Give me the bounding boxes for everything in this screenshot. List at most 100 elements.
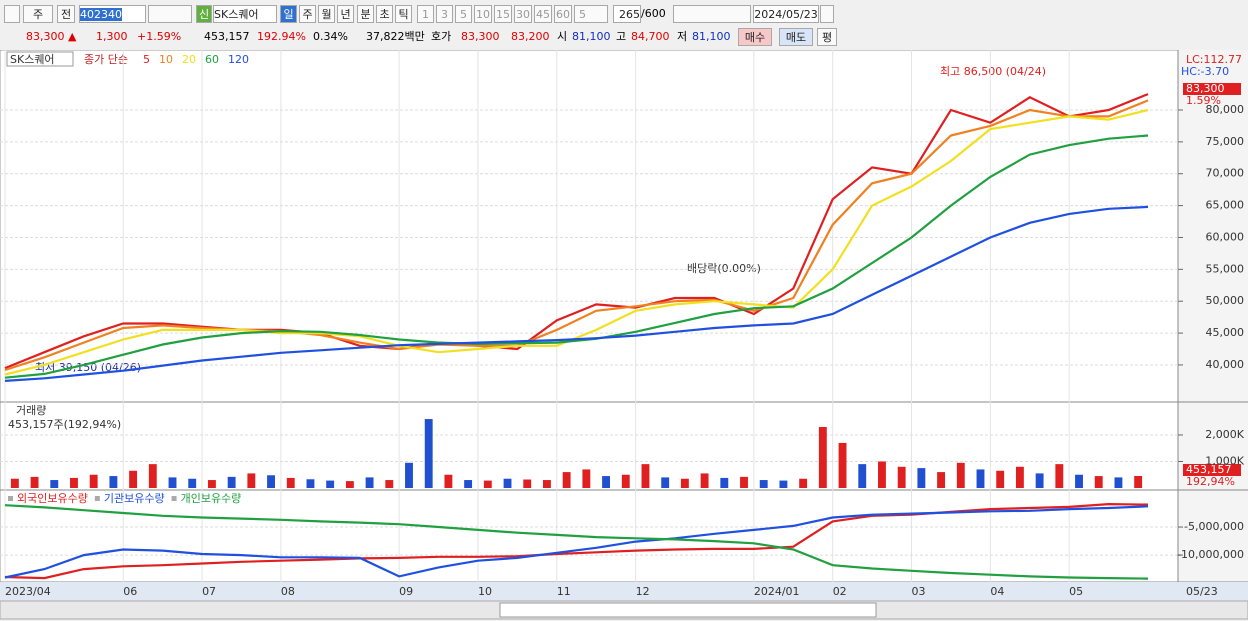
legend-entry: 개인보유수량	[181, 492, 242, 505]
chart-area: LC:112.77 HC:-3.70 83,300 1.59% SK스퀘어 종가…	[0, 50, 1248, 620]
interval-button[interactable]: 일	[280, 5, 297, 23]
unit-combo[interactable]: 5	[574, 5, 608, 23]
code-text: 402340	[80, 8, 122, 21]
right-label: 83,300	[1186, 82, 1225, 95]
volume-bar	[740, 476, 748, 488]
low: 81,100	[692, 30, 731, 43]
count-input[interactable]: 265	[613, 5, 641, 23]
volume-bar	[227, 476, 236, 488]
unit-button[interactable]: 1	[417, 5, 434, 23]
axis-bg	[0, 582, 1178, 601]
icon-button[interactable]	[4, 5, 20, 23]
date-input[interactable]: 2024/05/23	[753, 5, 819, 23]
x-tick-label: 02	[833, 585, 847, 598]
y-tick-label: 70,000	[1206, 167, 1245, 180]
interval-button[interactable]: 틱	[395, 5, 412, 23]
volume-bar	[818, 427, 827, 488]
x-tick-label: 09	[399, 585, 413, 598]
interval-button[interactable]: 주	[299, 5, 316, 23]
volume-bar	[1114, 477, 1123, 488]
volume-rate: 192.94%	[257, 30, 306, 43]
right-label: HC:-3.70	[1181, 65, 1229, 78]
volume-bar	[247, 473, 256, 488]
stock-name[interactable]: SK스퀘어	[213, 5, 277, 23]
search-buttons[interactable]	[148, 5, 192, 23]
volume-bar	[937, 472, 946, 488]
volume-bar	[996, 470, 1005, 488]
chart-name: SK스퀘어	[10, 53, 55, 66]
period-combo[interactable]: 주	[23, 5, 53, 23]
volume-bar	[148, 464, 157, 488]
volume-bar	[267, 475, 275, 488]
volume-title: 거래량	[16, 404, 46, 417]
volume-bar	[207, 480, 216, 488]
legend-entry: 60	[205, 53, 219, 66]
scroll-thumb[interactable]	[499, 602, 877, 618]
high: 84,700	[631, 30, 670, 43]
unit-button[interactable]: 10	[474, 5, 492, 23]
open-label: 시	[557, 30, 568, 43]
unit-button[interactable]: 30	[514, 5, 532, 23]
legend-entry: 5	[143, 53, 150, 66]
series-line	[4, 108, 1149, 376]
x-tick-label: 05	[1069, 585, 1083, 598]
volume-bar	[345, 481, 354, 488]
series-line	[4, 99, 1149, 372]
x-tick-label: 2024/01	[754, 585, 800, 598]
sell-button[interactable]: 매도	[779, 28, 813, 46]
volume-bar	[779, 480, 788, 488]
x-tick-label: 2023/04	[5, 585, 51, 598]
right-label: 453,157	[1186, 463, 1232, 476]
interval-button[interactable]: 분	[357, 5, 374, 23]
volume-bar	[129, 470, 138, 488]
unit-button[interactable]: 15	[494, 5, 512, 23]
volume-bar	[385, 480, 394, 488]
avg-button[interactable]: 평	[817, 28, 837, 46]
change: 1,300	[96, 30, 128, 43]
unit-button[interactable]: 3	[436, 5, 453, 23]
y-tick-label: 45,000	[1206, 326, 1245, 339]
unit-button[interactable]: 60	[554, 5, 572, 23]
ask-label: 호가	[431, 30, 452, 43]
volume-bar	[444, 474, 453, 488]
volume-bar	[503, 478, 512, 488]
interval-button[interactable]: 월	[318, 5, 335, 23]
y-tick-label: 50,000	[1206, 294, 1245, 307]
y-tick-label: 55,000	[1206, 262, 1245, 275]
volume-bar	[30, 476, 39, 488]
volume-bar	[326, 480, 335, 488]
volume-bar	[89, 474, 98, 488]
calendar-button[interactable]	[820, 5, 834, 23]
interval-button[interactable]: 년	[337, 5, 354, 23]
buy-button[interactable]: 매수	[738, 28, 772, 46]
right-label: LC:112.77	[1186, 53, 1242, 66]
volume-bar	[424, 419, 433, 488]
x-tick-label: 03	[912, 585, 926, 598]
high-label: 고	[616, 30, 627, 43]
x-tick-label: 12	[636, 585, 650, 598]
volume-bar	[838, 442, 847, 488]
volume-bar	[858, 464, 867, 488]
interval-button[interactable]: 초	[376, 5, 393, 23]
legend-entry: 외국인보유수량	[17, 492, 88, 505]
y-tick-label: 2,000K	[1205, 428, 1244, 441]
code-input[interactable]: 402340	[79, 5, 146, 23]
legend-entry: 20	[182, 53, 196, 66]
y-tick-label: 40,000	[1206, 358, 1245, 371]
unit-button[interactable]: 5	[455, 5, 472, 23]
volume-bar	[759, 480, 768, 488]
axis-bg	[1178, 50, 1248, 601]
volume-bar	[405, 462, 413, 488]
compare-button[interactable]: 전	[57, 5, 75, 23]
turnover: 0.34%	[313, 30, 348, 43]
volume-bar	[70, 477, 78, 488]
unit-button[interactable]: 45	[534, 5, 552, 23]
y-tick-label: -5,000,000	[1184, 520, 1244, 533]
ask: 83,300	[461, 30, 500, 43]
legend-entry: 기관보유수량	[104, 492, 165, 505]
x-tick-label: 04	[990, 585, 1004, 598]
tool-icons[interactable]	[673, 5, 751, 23]
volume-bar	[1015, 466, 1024, 488]
volume-bar	[109, 476, 118, 488]
x-end-label: 05/23	[1186, 585, 1218, 598]
